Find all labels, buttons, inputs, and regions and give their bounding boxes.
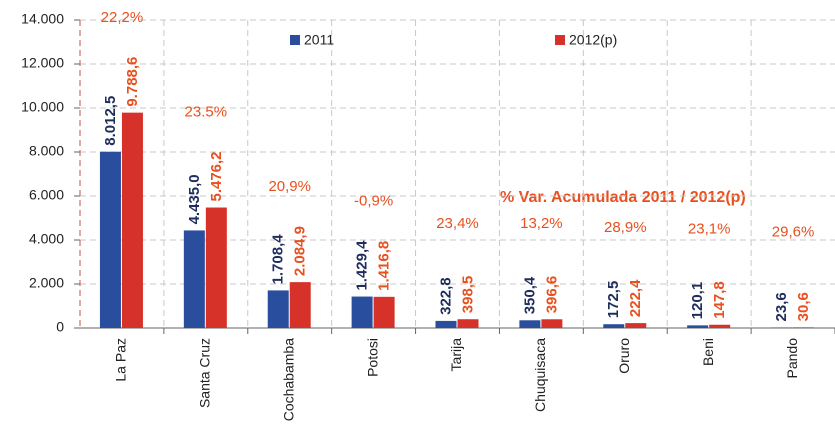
x-tick-label: La Paz	[113, 338, 129, 382]
variation-label: 23,4%	[436, 215, 479, 232]
value-label: 396,6	[543, 276, 560, 314]
x-tick-label: Cochabamba	[280, 338, 296, 421]
y-tick-label: 10.000	[21, 99, 64, 115]
value-label: 172,5	[605, 281, 622, 319]
legend-swatch	[555, 35, 565, 45]
bar	[519, 320, 541, 328]
bar	[373, 296, 395, 328]
bar	[687, 325, 709, 328]
variation-label: 20,9%	[268, 178, 311, 195]
bar	[289, 282, 311, 328]
x-tick-label: Santa Cruz	[197, 338, 213, 408]
value-label: 2.084,9	[292, 226, 309, 276]
y-tick-label: 14.000	[21, 11, 64, 27]
bar	[121, 112, 143, 328]
bar	[267, 290, 289, 328]
value-label: 9.788,6	[124, 57, 141, 107]
value-label: 322,8	[437, 277, 454, 315]
bar	[205, 207, 227, 328]
bar	[99, 151, 121, 328]
variation-label: 13,2%	[520, 215, 563, 232]
bar	[771, 327, 793, 328]
x-tick-label: Tarija	[448, 338, 464, 372]
value-label: 1.416,8	[376, 241, 393, 291]
x-tick-label: Pando	[784, 338, 800, 379]
value-label: 147,8	[711, 281, 728, 319]
bar	[435, 320, 457, 328]
x-tick-label: Beni	[700, 338, 716, 366]
y-tick-label: 8.000	[29, 143, 64, 159]
x-tick-label: Potosi	[364, 338, 380, 377]
y-tick-label: 4.000	[29, 231, 64, 247]
variation-label: 23,1%	[688, 221, 731, 238]
bar	[183, 230, 205, 328]
value-label: 8.012,5	[102, 96, 119, 146]
value-label: 350,4	[521, 276, 538, 314]
value-label: 120,1	[689, 282, 706, 320]
value-label: 398,5	[459, 276, 476, 314]
x-tick-label: Oruro	[616, 338, 632, 374]
value-label: 4.435,0	[186, 174, 203, 224]
x-tick-label: Chuquisaca	[532, 338, 548, 412]
bar	[625, 323, 647, 328]
value-label: 23,6	[773, 292, 790, 321]
variation-label: -0,9%	[354, 193, 393, 210]
annotation: % Var. Acumulada 2011 / 2012(p)	[500, 189, 746, 206]
value-label: 1.429,4	[354, 240, 371, 291]
y-tick-label: 0	[56, 319, 64, 335]
legend-swatch	[290, 35, 300, 45]
value-label: 5.476,2	[208, 151, 225, 201]
bar	[541, 319, 563, 328]
y-tick-label: 6.000	[29, 187, 64, 203]
variation-label: 29,6%	[772, 223, 815, 240]
value-label: 1.708,4	[270, 234, 287, 285]
legend-label: 2012(p)	[569, 32, 617, 48]
bar	[709, 324, 731, 328]
variation-label: 22,2%	[101, 9, 144, 26]
bar	[793, 327, 815, 328]
bar	[457, 319, 479, 328]
y-tick-label: 2.000	[29, 275, 64, 291]
value-label: 30,6	[795, 292, 812, 321]
y-tick-label: 12.000	[21, 55, 64, 71]
legend-label: 2011	[304, 32, 334, 48]
variation-label: 23.5%	[185, 103, 228, 120]
variation-label: 28,9%	[604, 219, 647, 236]
value-label: 222,4	[627, 279, 644, 317]
bar	[603, 324, 625, 328]
bar	[351, 296, 373, 328]
